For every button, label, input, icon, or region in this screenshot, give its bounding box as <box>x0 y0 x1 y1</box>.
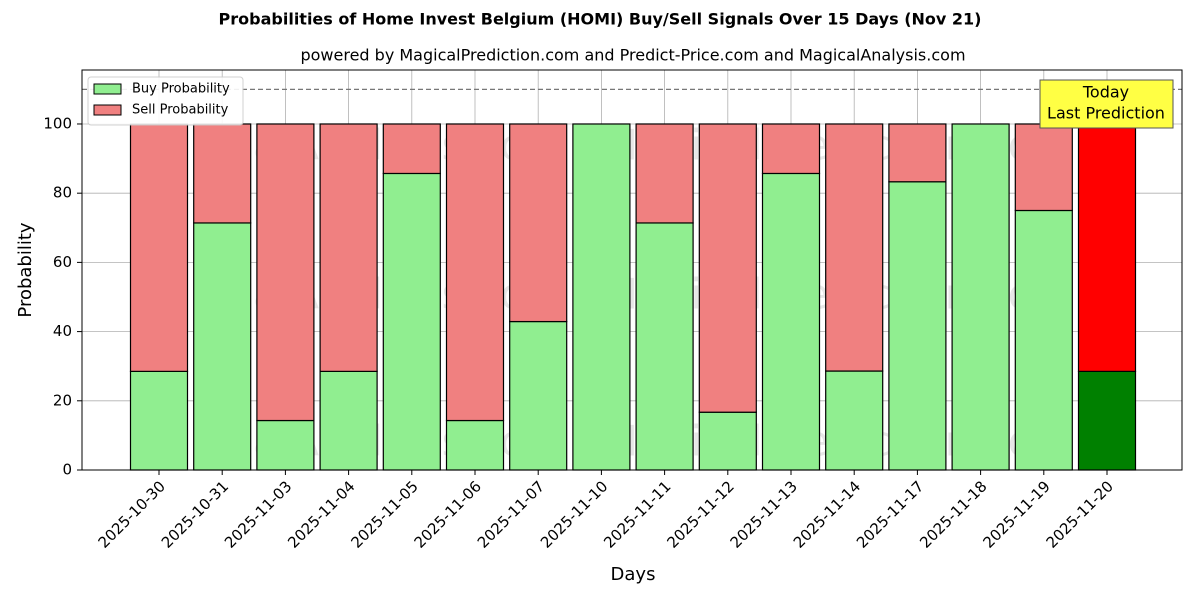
plot-frame <box>81 69 1183 471</box>
bar-segment <box>445 419 505 471</box>
x-tick-label: 2025-11-05 <box>347 477 421 551</box>
bar-segment <box>761 172 821 471</box>
y-tick-label: 0 <box>62 461 72 479</box>
y-axis-label: Probability <box>15 222 36 317</box>
x-tick-label: 2025-11-04 <box>284 477 358 551</box>
bar-segment <box>1014 209 1073 471</box>
x-tick-label: 2025-10-30 <box>95 477 169 551</box>
y-tick-label: 100 <box>43 114 72 132</box>
bar-segment <box>825 370 884 471</box>
bar-segment <box>129 370 189 471</box>
bar-segment <box>1077 370 1137 471</box>
legend-swatch <box>93 104 122 116</box>
bar-segment <box>509 123 568 323</box>
y-tick-label: 60 <box>53 253 72 271</box>
bar-segment <box>256 123 315 422</box>
legend-label: Buy Probability <box>132 82 230 97</box>
legend-swatch <box>93 83 122 95</box>
x-tick-label: 2025-11-13 <box>727 477 801 551</box>
bar-segment <box>1014 123 1073 212</box>
y-tick-label: 20 <box>53 391 72 409</box>
bar-segment <box>825 123 884 372</box>
bar-segment <box>572 123 631 471</box>
x-tick-label: 2025-11-10 <box>537 477 611 551</box>
x-axis-label: Days <box>611 564 656 585</box>
chart-subtitle: powered by MagicalPrediction.com and Pre… <box>300 46 965 65</box>
bar-segment <box>888 123 947 183</box>
x-tick-label: 2025-11-07 <box>474 477 548 551</box>
bar-segment <box>129 123 189 372</box>
bar-segment <box>319 123 378 372</box>
bar-segment <box>382 123 441 175</box>
x-tick-label: 2025-11-14 <box>790 477 864 551</box>
y-tick-label: 80 <box>53 184 72 202</box>
bar-segment <box>445 123 505 422</box>
x-tick-label: 2025-11-06 <box>411 477 485 551</box>
bar-segment <box>951 123 1010 471</box>
x-tick-label: 2025-11-20 <box>1043 477 1117 551</box>
chart-title: Probabilities of Home Invest Belgium (HO… <box>219 10 982 29</box>
bar-segment <box>698 411 757 471</box>
bar-segment <box>1077 123 1137 372</box>
bar-segment <box>256 419 315 471</box>
annotation-text: Last Prediction <box>1047 104 1165 123</box>
x-tick-label: 2025-11-19 <box>979 477 1053 551</box>
x-tick-label: 2025-10-31 <box>158 477 232 551</box>
bar-segment <box>888 181 947 471</box>
bar-segment <box>382 172 441 471</box>
x-tick-label: 2025-11-11 <box>600 477 674 551</box>
bar-segment <box>635 222 694 471</box>
bar-segment <box>193 222 252 471</box>
bar-segment <box>698 123 757 413</box>
bar-segment <box>193 123 252 224</box>
annotation-text: Today <box>1082 83 1129 102</box>
x-tick-label: 2025-11-18 <box>916 477 990 551</box>
bar-segment <box>319 370 378 471</box>
x-tick-label: 2025-11-17 <box>853 477 927 551</box>
bar-segment <box>761 123 821 175</box>
x-tick-label: 2025-11-12 <box>663 477 737 551</box>
bar-segment <box>635 123 694 224</box>
legend-label: Sell Probability <box>132 103 229 118</box>
y-tick-label: 40 <box>53 322 72 340</box>
legend-box <box>87 76 244 126</box>
annotation-box <box>1039 79 1174 129</box>
x-tick-label: 2025-11-03 <box>221 477 295 551</box>
bar-segment <box>509 320 568 471</box>
